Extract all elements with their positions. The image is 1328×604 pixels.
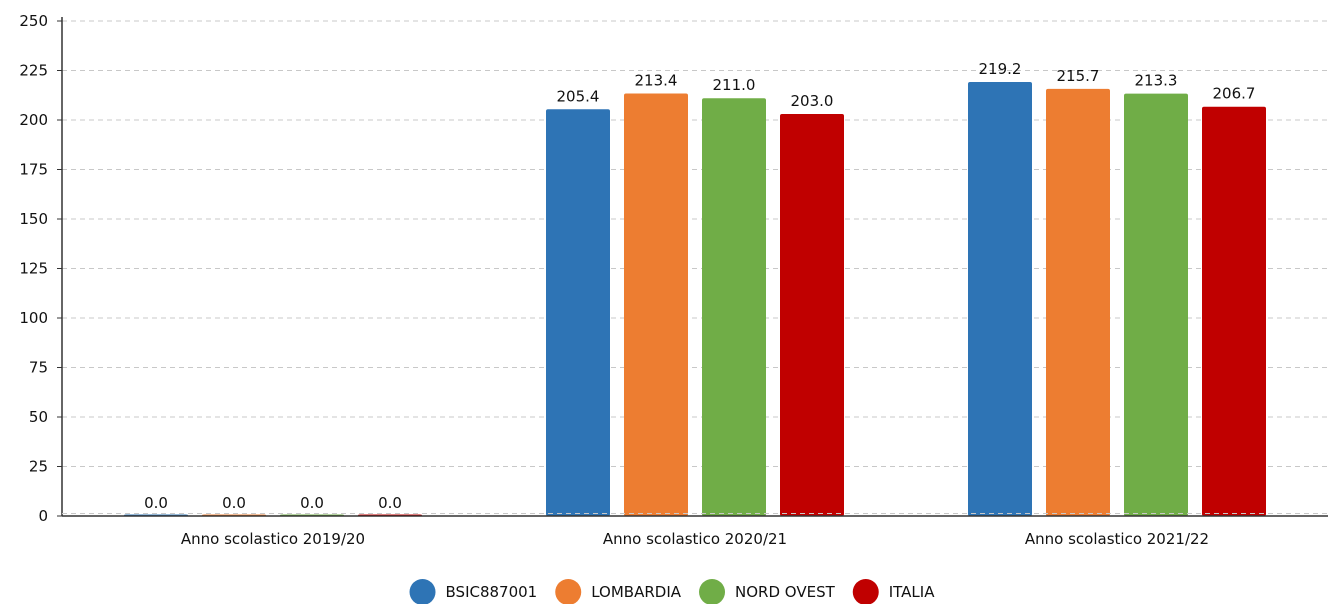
legend-item-bsic887001[interactable]: BSIC887001 — [409, 579, 538, 604]
legend-label: BSIC887001 — [446, 583, 538, 601]
bar-italia-3[interactable] — [1202, 106, 1266, 516]
y-tick-label: 125 — [19, 260, 48, 278]
bars — [124, 81, 1266, 517]
y-tick-label: 175 — [19, 161, 48, 179]
x-category-label: Anno scolastico 2019/20 — [181, 530, 365, 548]
bar-lombardia-2[interactable] — [624, 93, 688, 516]
bar-bsic887001-2[interactable] — [546, 109, 610, 517]
legend-item-lombardia[interactable]: LOMBARDIA — [555, 579, 682, 604]
data-label: 215.7 — [1057, 67, 1100, 85]
legend-label: ITALIA — [889, 583, 935, 601]
data-label: 205.4 — [557, 87, 600, 105]
data-label: 203.0 — [791, 92, 834, 110]
grid-lines — [62, 20, 1328, 467]
x-category-label: Anno scolastico 2021/22 — [1025, 530, 1209, 548]
legend-swatch-icon — [852, 579, 879, 604]
legend-swatch-icon — [555, 579, 582, 604]
data-label: 0.0 — [222, 494, 246, 512]
legend-item-italia[interactable]: ITALIA — [852, 579, 935, 604]
y-tick-label: 150 — [19, 210, 48, 228]
data-label: 219.2 — [979, 60, 1022, 78]
bar-bsic887001-3[interactable] — [968, 81, 1032, 516]
data-label: 0.0 — [378, 494, 402, 512]
legend-label: NORD OVEST — [735, 583, 836, 601]
legend-item-nord-ovest[interactable]: NORD OVEST — [699, 579, 836, 604]
y-tick-label: 25 — [29, 458, 48, 476]
data-label: 0.0 — [300, 494, 324, 512]
x-category-label: Anno scolastico 2020/21 — [603, 530, 787, 548]
y-tick-label: 100 — [19, 309, 48, 327]
y-tick-label: 50 — [29, 408, 48, 426]
legend-swatch-icon — [699, 579, 726, 604]
y-tick-label: 75 — [29, 359, 48, 377]
data-label: 213.3 — [1135, 72, 1178, 90]
bar-nord-ovest-2[interactable] — [702, 98, 766, 516]
y-tick-label: 250 — [19, 12, 48, 30]
data-label: 213.4 — [635, 71, 678, 89]
legend-swatch-icon — [409, 579, 436, 604]
data-label: 206.7 — [1213, 85, 1256, 103]
y-axis: 0 25 50 75 100 125 150 175 200 225 250 — [19, 12, 63, 525]
legend-label: LOMBARDIA — [591, 583, 682, 601]
bar-lombardia-3[interactable] — [1046, 88, 1110, 516]
data-labels: 0.0 0.0 0.0 0.0 205.4 213.4 211.0 203.0 219.2 215… — [144, 60, 1255, 512]
data-label: 0.0 — [144, 494, 168, 512]
x-axis: Anno scolastico 2019/20 Anno scolastico 2… — [62, 513, 1328, 548]
y-tick-label: 200 — [19, 111, 48, 129]
y-tick-label: 225 — [19, 62, 48, 80]
data-label: 211.0 — [713, 76, 756, 94]
bar-italia-2[interactable] — [780, 114, 844, 516]
y-tick-label: 0 — [38, 507, 48, 525]
legend[interactable]: BSIC887001 LOMBARDIA NORD OVEST ITALIA — [409, 579, 936, 604]
bar-nord-ovest-3[interactable] — [1124, 93, 1188, 516]
